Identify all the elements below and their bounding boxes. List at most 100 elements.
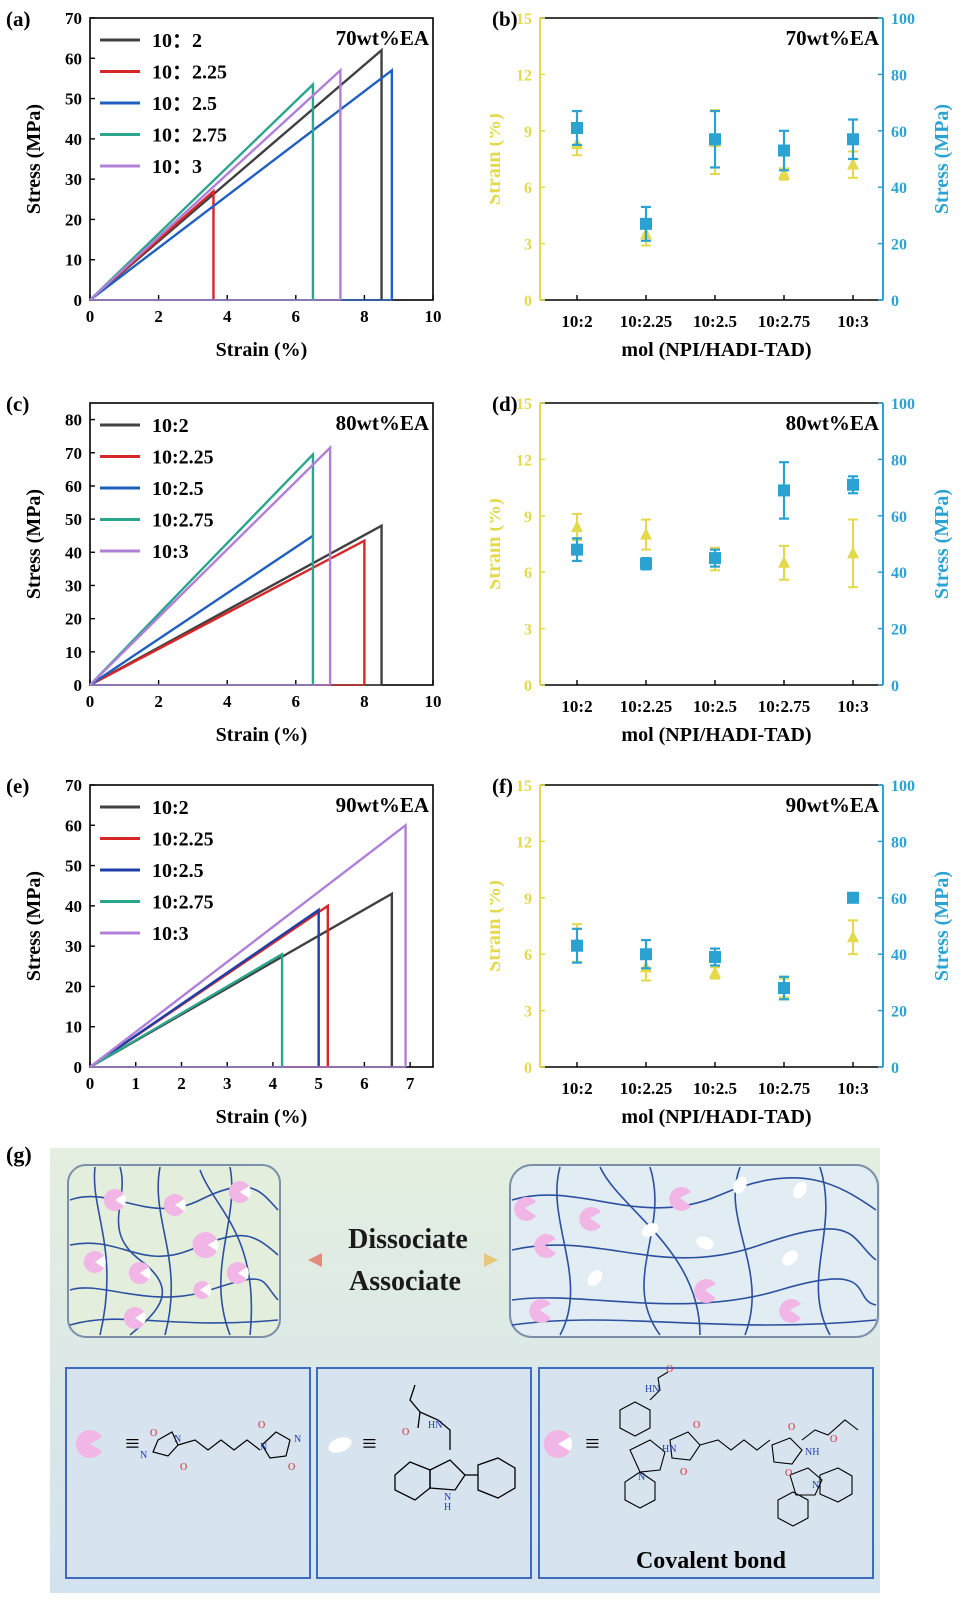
svg-text:≡: ≡ bbox=[125, 1429, 140, 1458]
x-tick-label: 10 bbox=[425, 692, 442, 711]
y-tick-label: 40 bbox=[65, 897, 82, 916]
panel-label: (f) bbox=[492, 774, 513, 798]
y-tick-label: 30 bbox=[65, 576, 82, 595]
legend-label-2: 10：2.5 bbox=[152, 93, 217, 115]
stress-point bbox=[778, 982, 790, 995]
series-line-4 bbox=[89, 67, 342, 301]
y2-tick-label: 100 bbox=[891, 396, 915, 413]
stress-point bbox=[709, 133, 721, 146]
y-tick-label: 0 bbox=[524, 293, 532, 310]
stress-point bbox=[778, 144, 790, 157]
legend-label-4: 10：3 bbox=[152, 156, 202, 178]
x-tick-label: 10:2.25 bbox=[620, 697, 672, 716]
y2-axis-label: Stress (MPa) bbox=[931, 489, 953, 599]
y-tick-label: 40 bbox=[65, 130, 82, 149]
y-tick-label: 3 bbox=[524, 622, 532, 639]
equilibrium-arrow bbox=[308, 1253, 498, 1267]
legend-label-2: 10:2.5 bbox=[152, 478, 204, 500]
chart-d-svg: (d) 0 3 6 9 12 15 0 20 40 60 80 100 10:2 10:2.25 10:2.5… bbox=[483, 392, 953, 746]
y2-tick-label: 40 bbox=[891, 180, 907, 197]
svg-text:N: N bbox=[174, 1434, 181, 1445]
y2-tick-label: 60 bbox=[891, 509, 907, 526]
y-tick-label: 0 bbox=[524, 1060, 532, 1077]
chart-f-svg: (f) 0 3 6 9 12 15 0 20 40 60 80 100 10:2 10:2.25 10:2.5… bbox=[483, 774, 953, 1128]
y-tick-label: 9 bbox=[524, 509, 532, 526]
x-tick-label: 10:2.75 bbox=[758, 312, 810, 331]
x-axis-label: Strain (%) bbox=[216, 339, 308, 361]
chart-a-svg: (a) 0 2 4 6 8 10 0 10 20 30 40 50 60 70 Strain (%) Stres… bbox=[6, 7, 442, 361]
panel-label: (b) bbox=[492, 7, 518, 31]
stress-point bbox=[778, 484, 790, 497]
svg-text:O: O bbox=[830, 1434, 837, 1445]
x-axis-label: mol (NPI/HADI-TAD) bbox=[621, 724, 811, 746]
svg-text:O: O bbox=[402, 1427, 409, 1438]
y2-tick-label: 20 bbox=[891, 1004, 907, 1021]
covalent-bond-label: Covalent bond bbox=[636, 1548, 787, 1574]
strain-point bbox=[847, 930, 859, 943]
y-tick-label: 3 bbox=[524, 1004, 532, 1021]
y-axis-label: Stress (MPa) bbox=[23, 871, 45, 981]
stress-point bbox=[640, 217, 652, 230]
legend-label-1: 10:2.25 bbox=[152, 447, 214, 469]
svg-text:N: N bbox=[260, 1442, 267, 1453]
chart-panel-b: (b) 0 3 6 9 12 15 0 20 40 60 80 100 10:2 10:2.25 10:2.5… bbox=[483, 0, 979, 375]
crosslinks-dissociated bbox=[514, 1176, 807, 1323]
x-tick-label: 10:2.5 bbox=[693, 312, 737, 331]
chart-panel-d: (d) 0 3 6 9 12 15 0 20 40 60 80 100 10:2 10:2.25 10:2.5… bbox=[483, 385, 979, 760]
svg-text:H: H bbox=[444, 1502, 451, 1513]
legend-label-0: 10：2 bbox=[152, 30, 202, 52]
y-tick-label: 10 bbox=[65, 1018, 82, 1037]
series-line-2 bbox=[89, 534, 314, 686]
x-tick-label: 10:3 bbox=[837, 697, 868, 716]
legend-label-2: 10:2.5 bbox=[152, 860, 204, 882]
y2-tick-label: 80 bbox=[891, 67, 907, 84]
y2-tick-label: 60 bbox=[891, 891, 907, 908]
svg-text:HN: HN bbox=[645, 1384, 659, 1395]
y-tick-label: 6 bbox=[524, 180, 532, 197]
y2-tick-label: 20 bbox=[891, 237, 907, 254]
y-tick-label: 20 bbox=[65, 210, 82, 229]
series-line-2 bbox=[89, 907, 320, 1068]
polymer-chains-stretched bbox=[511, 1166, 877, 1336]
y-tick-label: 0 bbox=[74, 1058, 83, 1077]
chart-annotation: 90wt%EA bbox=[336, 793, 430, 817]
legend-box-adduct: ≡ O O O O O O HN HN NH N N bbox=[538, 1364, 874, 1579]
x-tick-label: 10:2.25 bbox=[620, 312, 672, 331]
y-tick-label: 70 bbox=[65, 776, 82, 795]
svg-text:N: N bbox=[294, 1434, 301, 1445]
series-line-3 bbox=[89, 952, 284, 1069]
y-tick-label: 0 bbox=[524, 678, 532, 695]
chart-annotation: 70wt%EA bbox=[786, 26, 880, 50]
chart-c-svg: (c) 0 2 4 6 8 10 0 10 20 30 40 50 60 70 80 Strain (%) Str… bbox=[6, 392, 442, 746]
y-tick-label: 12 bbox=[516, 452, 532, 469]
strain-point bbox=[847, 546, 859, 559]
svg-text:O: O bbox=[693, 1420, 700, 1431]
y-tick-label: 10 bbox=[65, 251, 82, 270]
legend-label-1: 10:2.25 bbox=[152, 829, 214, 851]
x-tick-label: 2 bbox=[154, 307, 163, 326]
series-line-4 bbox=[89, 822, 407, 1068]
y2-tick-label: 100 bbox=[891, 778, 915, 795]
svg-text:N: N bbox=[444, 1492, 451, 1503]
y-tick-label: 30 bbox=[65, 937, 82, 956]
svg-text:O: O bbox=[680, 1467, 687, 1478]
legend-label-4: 10:3 bbox=[152, 923, 189, 945]
svg-text:≡: ≡ bbox=[585, 1429, 600, 1458]
y-tick-label: 10 bbox=[65, 643, 82, 662]
y-tick-label: 60 bbox=[65, 816, 82, 835]
chart-panel-f: (f) 0 3 6 9 12 15 0 20 40 60 80 100 10:2 10:2.25 10:2.5… bbox=[483, 767, 979, 1142]
series-line-3 bbox=[89, 81, 315, 301]
stress-point bbox=[709, 552, 721, 565]
x-tick-label: 7 bbox=[406, 1074, 415, 1093]
dissociate-label: Dissociate bbox=[348, 1224, 468, 1255]
legend-label-1: 10：2.25 bbox=[152, 62, 227, 84]
y-tick-label: 60 bbox=[65, 477, 82, 496]
chart-b-svg: (b) 0 3 6 9 12 15 0 20 40 60 80 100 10:2 10:2.25 10:2.5… bbox=[483, 7, 953, 361]
x-tick-label: 10:3 bbox=[837, 312, 868, 331]
y-tick-label: 15 bbox=[516, 396, 532, 413]
stress-point bbox=[847, 891, 859, 904]
stress-point bbox=[571, 939, 583, 952]
chart-annotation: 80wt%EA bbox=[336, 411, 430, 435]
x-tick-label: 8 bbox=[360, 307, 369, 326]
